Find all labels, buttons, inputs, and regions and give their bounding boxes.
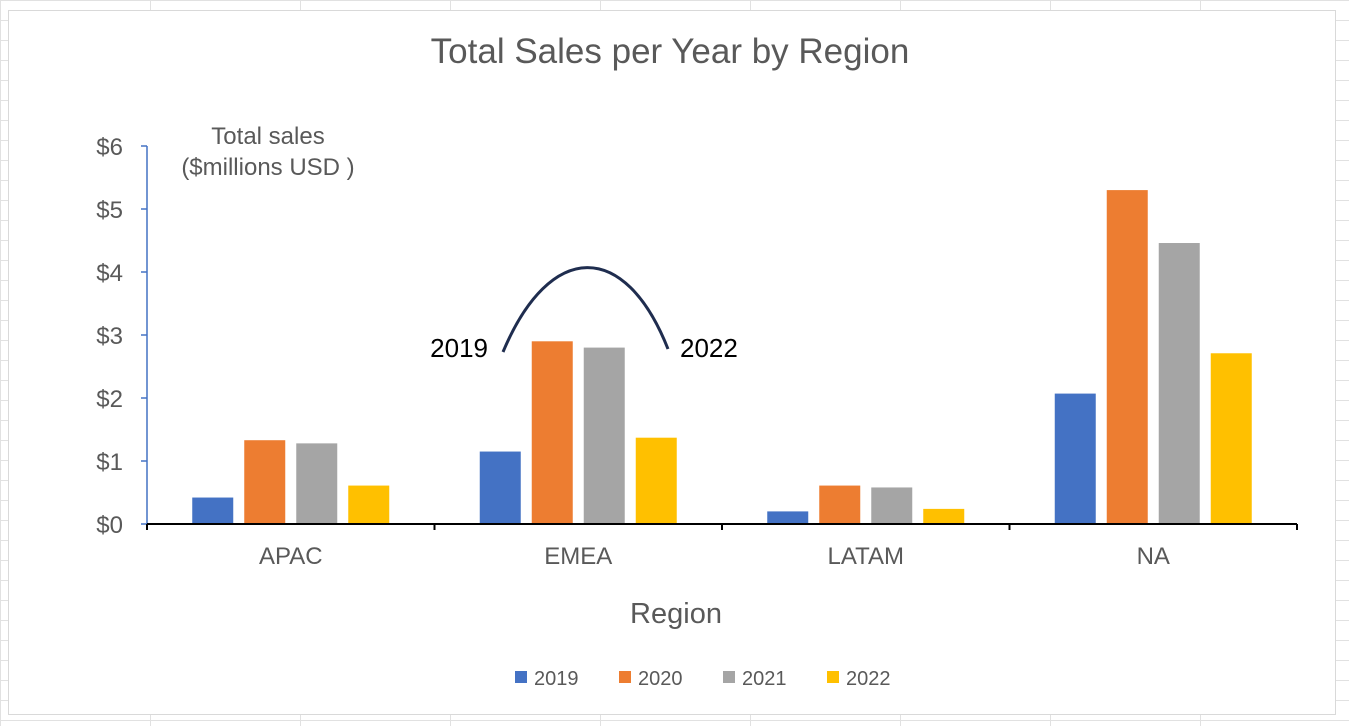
bar-apac-2020 — [244, 440, 286, 524]
y-tick-label: $1 — [96, 449, 123, 476]
y-axis: $0 $1 $2 $3 $4 $5 $6 — [96, 134, 148, 539]
x-tick-label-apac: APAC — [259, 543, 323, 570]
bar-na-2021 — [1158, 243, 1200, 524]
annotation-label-end: 2022 — [680, 333, 738, 363]
x-axis-title: Region — [630, 598, 722, 630]
bar-apac-2019 — [192, 497, 234, 524]
bar-latam-2022 — [923, 508, 965, 524]
bar-emea-2020 — [531, 341, 573, 524]
bar-latam-2021 — [871, 487, 913, 524]
legend-label-2020: 2020 — [638, 668, 683, 690]
bar-emea-2021 — [583, 347, 625, 524]
legend-swatch-2019 — [515, 671, 527, 683]
legend-swatch-2021 — [723, 671, 735, 683]
y-tick-label: $4 — [96, 260, 123, 287]
x-tick-label-na: NA — [1137, 543, 1170, 570]
bar-apac-2022 — [348, 485, 390, 524]
x-axis: APAC EMEA LATAM NA — [146, 523, 1298, 570]
chart-title: Total Sales per Year by Region — [431, 32, 910, 71]
bar-apac-2021 — [296, 443, 338, 524]
y-tick-label: $5 — [96, 197, 123, 224]
y-axis-title-line-2: ($millions USD ) — [181, 154, 354, 181]
legend-label-2022: 2022 — [846, 668, 891, 690]
x-tick-label-latam: LATAM — [828, 543, 904, 570]
y-tick-label: $6 — [96, 134, 123, 161]
y-tick-label: $3 — [96, 323, 123, 350]
legend-swatch-2022 — [827, 671, 839, 683]
annotation-arc — [501, 266, 670, 353]
bar-na-2020 — [1106, 190, 1148, 524]
y-tick-label: $0 — [96, 512, 123, 539]
bar-latam-2020 — [819, 485, 861, 524]
bar-na-2022 — [1210, 353, 1252, 524]
x-tick-label-emea: EMEA — [544, 543, 612, 570]
bar-emea-2022 — [635, 437, 677, 524]
bar-emea-2019 — [479, 451, 521, 524]
bars-group — [192, 190, 1252, 524]
annotation-label-start: 2019 — [430, 333, 488, 363]
legend-label-2021: 2021 — [742, 668, 787, 690]
y-tick-label: $2 — [96, 386, 123, 413]
legend-label-2019: 2019 — [534, 668, 579, 690]
legend-swatch-2020 — [619, 671, 631, 683]
bar-na-2019 — [1054, 393, 1096, 524]
bar-latam-2019 — [767, 511, 809, 524]
legend: 2019 2020 2021 2022 — [515, 668, 891, 690]
y-axis-title-line-1: Total sales — [211, 123, 324, 150]
